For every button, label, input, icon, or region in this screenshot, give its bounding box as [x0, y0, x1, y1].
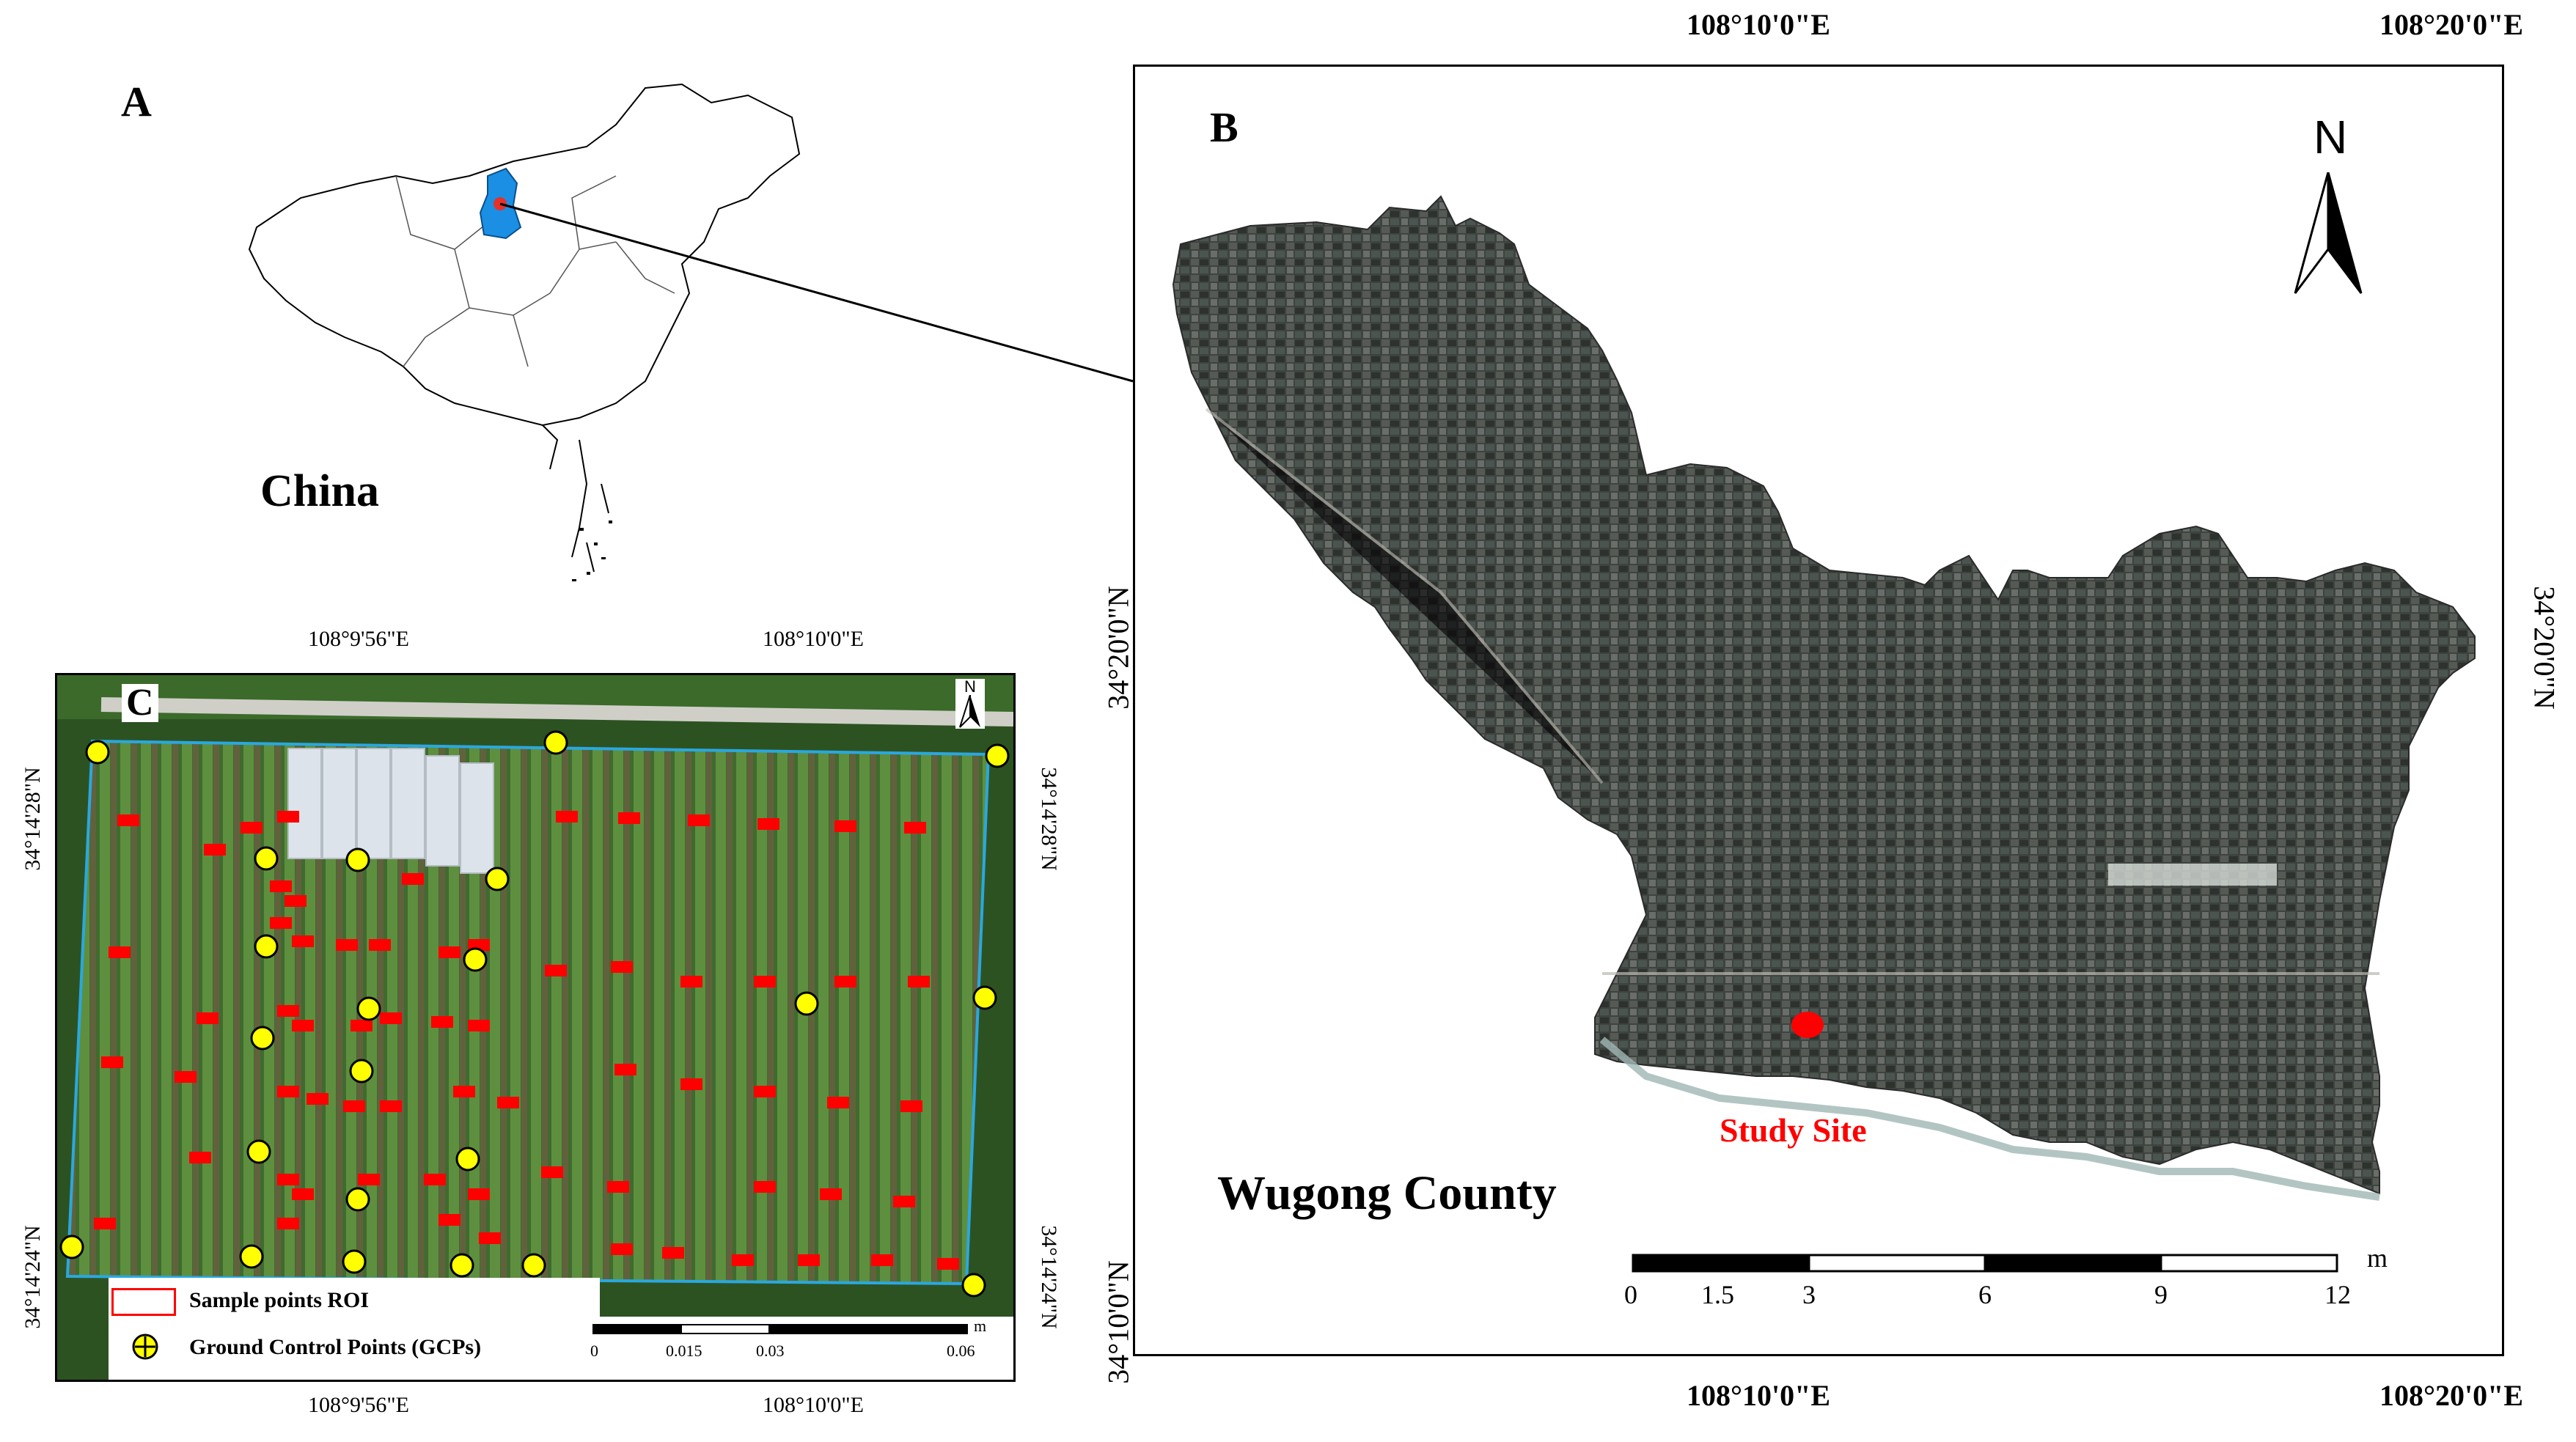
panel-a-label: A [121, 78, 152, 125]
panel-b-scale-tick: 3 [1802, 1280, 1816, 1309]
wugong-county-label: Wugong County [1217, 1166, 1557, 1220]
panel-b-scale-tick: 0 [1624, 1280, 1637, 1309]
study-site-label: Study Site [1720, 1111, 1867, 1149]
study-site-marker [1791, 1012, 1824, 1038]
panel-c-scale-tick: 0.06 [947, 1342, 975, 1360]
panel-c-right-lat-1: 34°14'28"N [1037, 767, 1061, 871]
wugong-county-satellite [1172, 195, 2476, 1201]
panel-b-bottom-lon-1: 108°10'0"E [1687, 1379, 1830, 1412]
legend-roi-swatch [111, 1288, 176, 1316]
panel-b-label: B [1210, 103, 1239, 151]
panel-c-frame: C N Sample points ROI Ground Control Poi… [55, 673, 1016, 1382]
panel-c-label: C [122, 684, 158, 722]
panel-c-north-label: N [964, 677, 976, 696]
legend-roi-label: Sample points ROI [189, 1288, 370, 1312]
panel-c-scale-unit: m [974, 1317, 987, 1335]
panel-b-top-lon-1: 108°10'0"E [1687, 8, 1830, 41]
china-outline [248, 83, 801, 427]
panel-c-top-lon-2: 108°10'0"E [763, 627, 864, 651]
panel-c-legend: Sample points ROI Ground Control Points … [109, 1278, 600, 1380]
panel-c-bottom-lon-2: 108°10'0"E [763, 1393, 864, 1417]
county-boundary [1172, 195, 2476, 1195]
legend-gcp-label: Ground Control Points (GCPs) [189, 1335, 482, 1359]
panel-b-bottom-lon-2: 108°20'0"E [2379, 1379, 2523, 1412]
panel-b-scale-tick: 12 [2324, 1280, 2351, 1309]
panel-b-right-lat: 34°20'0"N [2528, 586, 2561, 710]
panel-c-left-lat-2: 34°14'24"N [21, 1225, 45, 1329]
panel-b-top-lon-2: 108°20'0"E [2379, 8, 2523, 41]
china-map [248, 83, 801, 581]
roi-samples [94, 811, 959, 1270]
legend-gcp-icon [132, 1334, 158, 1360]
panel-b-scale-tick: 9 [2154, 1280, 2168, 1309]
panel-c-scale-tick: 0 [590, 1342, 598, 1360]
panel-b-left-lat: 34°20'0"N [1101, 586, 1135, 710]
panel-c-bottom-lon-1: 108°9'56"E [308, 1393, 409, 1417]
panel-c-scale-box: m 0 0.015 0.03 0.06 [589, 1317, 1013, 1380]
panel-c-right-lat-2: 34°14'24"N [1037, 1225, 1061, 1329]
gcp-markers [59, 730, 1010, 1298]
panel-c-north-arrow-icon [959, 694, 980, 728]
panel-c-scale-bar [592, 1324, 968, 1334]
panel-c-north: N [955, 679, 985, 729]
panel-c-scale-tick: 0.015 [666, 1342, 702, 1360]
greenhouses [287, 748, 494, 874]
panel-b-scale-tick: 1.5 [1701, 1280, 1734, 1309]
airport-runway [2108, 864, 2277, 886]
panel-b-frame [1133, 65, 2504, 1356]
panel-b-scale-bar [1632, 1254, 2338, 1273]
uav-field-image [57, 675, 1013, 1380]
panel-c-top-lon-1: 108°9'56"E [308, 627, 409, 651]
panel-b-scale-tick: 6 [1978, 1280, 1992, 1309]
panel-c-left-lat-1: 34°14'28"N [21, 767, 45, 871]
china-label: China [260, 466, 379, 516]
panel-b-scale-unit: m [2367, 1243, 2388, 1273]
panel-b-north-label: N [2313, 111, 2348, 163]
north-arrow-icon [2294, 172, 2363, 294]
panel-c-scale-tick: 0.03 [756, 1342, 785, 1360]
panel-b-left-lat-bottom: 34°10'0"N [1101, 1260, 1135, 1384]
